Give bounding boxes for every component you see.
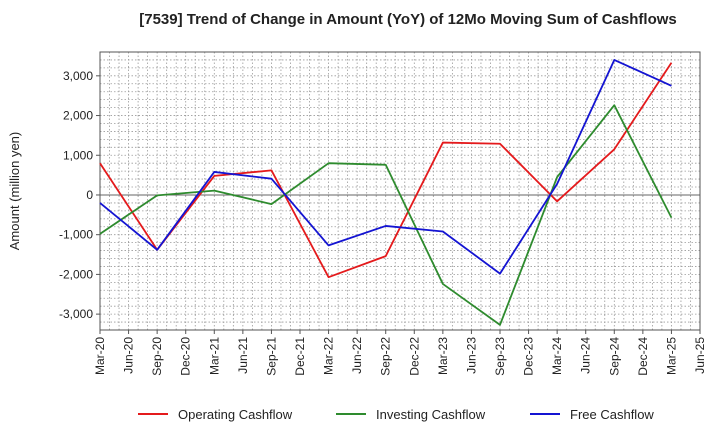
x-tick-label: Mar-20 xyxy=(93,337,107,375)
x-tick-label: Dec-22 xyxy=(407,337,421,376)
legend-label: Investing Cashflow xyxy=(376,407,486,422)
y-tick-label: 2,000 xyxy=(63,109,93,123)
x-tick-label: Dec-24 xyxy=(636,337,650,376)
x-tick-label: Sep-23 xyxy=(493,337,507,376)
series-line-investing-cashflow xyxy=(99,104,673,326)
y-tick-label: 1,000 xyxy=(63,148,93,162)
chart-title: [7539] Trend of Change in Amount (YoY) o… xyxy=(139,11,677,28)
x-tick-label: Jun-23 xyxy=(464,337,478,374)
grid-lines xyxy=(100,52,700,330)
plot-area xyxy=(100,52,700,330)
x-tick-label: Mar-23 xyxy=(436,337,450,375)
y-tick-label: 0 xyxy=(86,188,93,202)
x-tick-label: Jun-21 xyxy=(236,337,250,374)
x-tick-label: Jun-25 xyxy=(693,337,707,374)
y-tick-label: -2,000 xyxy=(59,267,93,281)
x-tick-label: Sep-22 xyxy=(379,337,393,376)
legend-label: Free Cashflow xyxy=(570,407,654,422)
series-lines xyxy=(99,59,673,326)
y-tick-label: 3,000 xyxy=(63,69,93,83)
plot-frame xyxy=(99,51,701,331)
x-tick-label: Mar-24 xyxy=(550,337,564,375)
y-tick-label: -3,000 xyxy=(59,307,93,321)
legend-label: Operating Cashflow xyxy=(178,407,293,422)
y-axis-ticks: 3,000 2,000 1,000 0 -1,000 -2,000 -3,000 xyxy=(59,69,100,321)
x-tick-label: Jun-22 xyxy=(350,337,364,374)
x-tick-label: Sep-24 xyxy=(607,337,621,376)
legend: Operating Cashflow Investing Cashflow Free… xyxy=(138,407,654,422)
x-axis-ticks: Mar-20 Jun-20 Sep-20 Dec-20 Mar-21 Jun-21 Sep-… xyxy=(93,330,707,376)
x-tick-label: Jun-20 xyxy=(122,337,136,374)
x-tick-label: Mar-25 xyxy=(664,337,678,375)
x-tick-label: Mar-21 xyxy=(207,337,221,375)
y-axis-label: Amount (million yen) xyxy=(7,132,22,251)
series-line-operating-cashflow xyxy=(99,62,673,279)
x-tick-label: Mar-22 xyxy=(322,337,336,375)
x-tick-label: Sep-20 xyxy=(150,337,164,376)
x-tick-label: Jun-24 xyxy=(579,337,593,374)
x-tick-label: Dec-21 xyxy=(293,337,307,376)
x-tick-label: Dec-23 xyxy=(522,337,536,376)
y-tick-label: -1,000 xyxy=(59,228,93,242)
x-tick-label: Dec-20 xyxy=(179,337,193,376)
series-line-free-cashflow xyxy=(99,59,672,275)
x-tick-label: Sep-21 xyxy=(264,337,278,376)
